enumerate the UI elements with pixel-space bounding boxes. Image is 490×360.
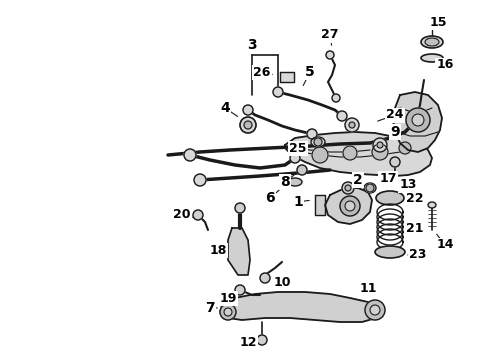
Ellipse shape [288, 178, 302, 186]
Circle shape [337, 111, 347, 121]
Circle shape [349, 122, 355, 128]
Circle shape [235, 203, 245, 213]
Circle shape [312, 147, 328, 163]
Text: 21: 21 [406, 221, 424, 234]
Polygon shape [315, 195, 325, 215]
Polygon shape [228, 228, 250, 275]
Circle shape [235, 285, 245, 295]
Circle shape [297, 165, 307, 175]
Text: 27: 27 [321, 28, 339, 41]
Text: 5: 5 [305, 65, 315, 79]
Circle shape [406, 108, 430, 132]
Circle shape [240, 117, 256, 133]
Text: 17: 17 [379, 171, 397, 184]
Text: 2: 2 [353, 173, 363, 187]
Ellipse shape [421, 36, 443, 48]
Text: 3: 3 [247, 38, 257, 52]
Text: 13: 13 [399, 179, 416, 192]
Text: 18: 18 [209, 243, 227, 256]
Text: 15: 15 [429, 15, 447, 28]
Circle shape [243, 105, 253, 115]
Text: 14: 14 [436, 238, 454, 252]
Circle shape [326, 51, 334, 59]
Text: 12: 12 [239, 336, 257, 348]
Text: 4: 4 [220, 101, 230, 115]
Text: 24: 24 [386, 108, 404, 122]
Circle shape [390, 157, 400, 167]
Ellipse shape [428, 202, 436, 208]
Ellipse shape [376, 191, 404, 205]
Circle shape [399, 142, 411, 154]
Circle shape [332, 94, 340, 102]
Polygon shape [220, 292, 378, 322]
Circle shape [412, 114, 424, 126]
Text: 9: 9 [390, 125, 400, 139]
Polygon shape [325, 188, 372, 224]
Circle shape [260, 273, 270, 283]
Circle shape [273, 87, 283, 97]
Text: 6: 6 [265, 191, 275, 205]
Circle shape [193, 210, 203, 220]
Ellipse shape [421, 54, 443, 62]
Circle shape [366, 184, 374, 192]
Circle shape [370, 305, 380, 315]
Circle shape [377, 142, 383, 148]
Circle shape [220, 304, 236, 320]
Circle shape [342, 182, 354, 194]
Text: 7: 7 [205, 301, 215, 315]
Circle shape [365, 300, 385, 320]
Circle shape [345, 201, 355, 211]
Ellipse shape [425, 38, 439, 46]
Text: 20: 20 [173, 208, 191, 221]
Text: 10: 10 [273, 275, 291, 288]
Circle shape [372, 144, 388, 160]
Circle shape [345, 185, 351, 191]
Circle shape [314, 138, 322, 146]
Text: 22: 22 [406, 192, 424, 204]
Circle shape [340, 196, 360, 216]
Text: 25: 25 [289, 141, 307, 154]
Text: 23: 23 [409, 248, 427, 261]
Circle shape [257, 335, 267, 345]
Circle shape [290, 153, 300, 163]
Circle shape [194, 174, 206, 186]
Circle shape [307, 129, 317, 139]
Polygon shape [285, 132, 432, 176]
Ellipse shape [311, 137, 325, 147]
Text: 26: 26 [253, 66, 270, 78]
Text: 19: 19 [220, 292, 237, 305]
Text: 16: 16 [436, 58, 454, 72]
Circle shape [224, 308, 232, 316]
Polygon shape [280, 72, 294, 82]
Circle shape [373, 138, 387, 152]
Circle shape [244, 121, 252, 129]
Circle shape [343, 146, 357, 160]
Text: 11: 11 [359, 282, 377, 294]
Polygon shape [393, 92, 442, 152]
Text: 1: 1 [293, 195, 303, 209]
Ellipse shape [375, 246, 405, 258]
Text: 8: 8 [280, 175, 290, 189]
Circle shape [184, 149, 196, 161]
Ellipse shape [364, 183, 376, 193]
Circle shape [345, 118, 359, 132]
